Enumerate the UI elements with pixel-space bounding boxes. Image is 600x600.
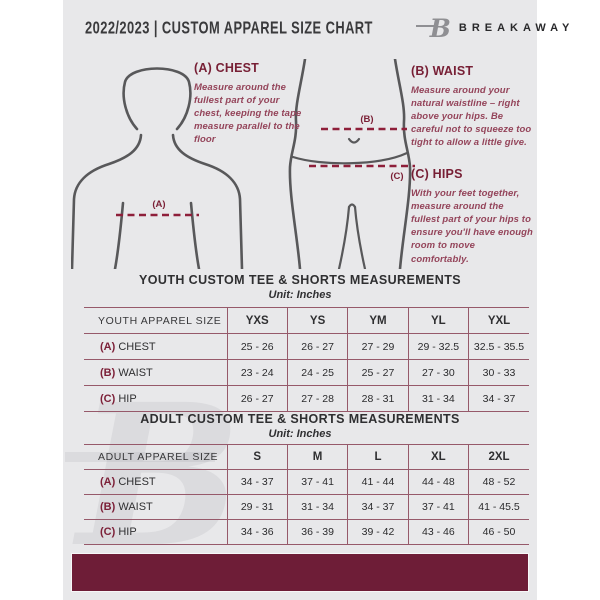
waist-instructions: (B) WAIST Measure around your natural wa… (411, 64, 533, 150)
hips-figure-label: (C) (390, 171, 403, 182)
adult-size-m: M (286, 444, 348, 470)
youth-size-yl: YL (407, 307, 469, 334)
adult-size-header: ADULT APPAREL SIZE (84, 444, 227, 470)
youth-hip-row: (C) HIP 26 - 27 27 - 28 28 - 31 31 - 34 … (84, 385, 529, 412)
adult-size-table: ADULT APPAREL SIZE S M L XL 2XL (A) CHES… (84, 444, 529, 545)
hips-instructions: (C) HIPS With your feet together, measur… (411, 167, 535, 266)
hip-label-text: HIP (118, 392, 137, 405)
waist-prefix: (B) (100, 366, 116, 379)
youth-hip-yxs: 26 - 27 (226, 385, 288, 412)
page-title: 2022/2023 | CUSTOM APPAREL SIZE CHART (85, 18, 373, 38)
chest-instructions: (A) CHEST Measure around the fullest par… (194, 61, 308, 147)
brand-name: BREAKAWAY (458, 22, 575, 34)
chest-body-text: Measure around the fullest part of your … (194, 82, 302, 146)
youth-waist-ym: 25 - 27 (347, 359, 409, 386)
youth-chest-yxl: 32.5 - 35.5 (468, 333, 529, 360)
adult-waist-2xl: 41 - 45.5 (468, 494, 529, 520)
youth-waist-ys: 24 - 25 (286, 359, 348, 386)
youth-chest-label: (A) CHEST (84, 333, 227, 360)
youth-chest-row: (A) CHEST 25 - 26 26 - 27 27 - 29 29 - 3… (84, 333, 529, 360)
youth-hip-ys: 27 - 28 (286, 385, 348, 412)
adult-waist-m: 31 - 34 (286, 494, 348, 520)
youth-waist-yxl: 30 - 33 (468, 359, 529, 386)
waist-label-text: WAIST (118, 501, 153, 513)
chest-figure-label: (A) (152, 199, 165, 210)
adult-chest-s: 34 - 37 (226, 469, 288, 495)
adult-chest-row: (A) CHEST 34 - 37 37 - 41 41 - 44 44 - 4… (84, 469, 529, 495)
hip-prefix: (C) (100, 526, 116, 538)
youth-chest-ym: 27 - 29 (347, 333, 409, 360)
youth-section-title: YOUTH CUSTOM TEE & SHORTS MEASUREMENTS (139, 273, 461, 287)
adult-size-l: L (347, 444, 409, 470)
youth-waist-yl: 27 - 30 (407, 359, 469, 386)
adult-size-2xl: 2XL (468, 444, 529, 470)
brand-lockup: B BREAKAWAY (415, 16, 575, 41)
adult-waist-xl: 37 - 41 (407, 494, 469, 520)
chest-label-text: CHEST (118, 340, 156, 353)
youth-chest-yxs: 25 - 26 (226, 333, 288, 360)
youth-unit-label: Unit: Inches (268, 289, 332, 301)
youth-size-ys: YS (286, 307, 348, 334)
waist-label-text: WAIST (118, 366, 153, 379)
waist-heading: (B) WAIST (411, 64, 474, 78)
chest-prefix: (A) (100, 340, 116, 353)
adult-waist-label: (B) WAIST (84, 494, 227, 520)
youth-waist-yxs: 23 - 24 (226, 359, 288, 386)
youth-size-table: YOUTH APPAREL SIZE YXS YS YM YL YXL (A) … (84, 307, 529, 412)
youth-size-yxs: YXS (226, 307, 288, 334)
youth-chest-ys: 26 - 27 (286, 333, 348, 360)
youth-size-header: YOUTH APPAREL SIZE (84, 307, 227, 334)
adult-hip-xl: 43 - 46 (407, 519, 469, 545)
adult-hip-m: 36 - 39 (286, 519, 348, 545)
adult-section-title: ADULT CUSTOM TEE & SHORTS MEASUREMENTS (140, 412, 460, 426)
adult-hip-l: 39 - 42 (347, 519, 409, 545)
adult-chest-l: 41 - 44 (347, 469, 409, 495)
lower-body-figure-illustration: (B) (C) (288, 59, 415, 269)
adult-chest-2xl: 48 - 52 (468, 469, 529, 495)
measurement-diagram-section: (A) (B) (C) (A) CHEST Measure around the… (63, 55, 537, 271)
adult-size-s: S (226, 444, 288, 470)
adult-waist-l: 34 - 37 (347, 494, 409, 520)
hip-prefix: (C) (100, 392, 116, 405)
adult-size-xl: XL (407, 444, 469, 470)
waist-figure-label: (B) (360, 114, 373, 125)
adult-hip-2xl: 46 - 50 (468, 519, 529, 545)
adult-unit-label: Unit: Inches (268, 428, 332, 440)
chest-heading: (A) CHEST (194, 61, 259, 75)
adult-chest-m: 37 - 41 (286, 469, 348, 495)
youth-size-ym: YM (347, 307, 409, 334)
adult-chest-xl: 44 - 48 (407, 469, 469, 495)
adult-hip-label: (C) HIP (84, 519, 227, 545)
footer-bar (71, 553, 529, 592)
hips-heading: (C) HIPS (411, 167, 463, 181)
adult-waist-row: (B) WAIST 29 - 31 31 - 34 34 - 37 37 - 4… (84, 494, 529, 520)
youth-waist-row: (B) WAIST 23 - 24 24 - 25 25 - 27 27 - 3… (84, 359, 529, 386)
size-chart-page: 2022/2023 | CUSTOM APPAREL SIZE CHART B … (63, 0, 569, 600)
youth-hip-yl: 31 - 34 (407, 385, 469, 412)
waist-prefix: (B) (100, 501, 116, 513)
youth-chest-yl: 29 - 32.5 (407, 333, 469, 360)
youth-header-row: YOUTH APPAREL SIZE YXS YS YM YL YXL (84, 307, 529, 334)
adult-waist-s: 29 - 31 (226, 494, 288, 520)
youth-hip-label: (C) HIP (84, 385, 227, 412)
hip-label-text: HIP (118, 526, 137, 538)
torso-figure-illustration: (A) (71, 67, 244, 269)
adult-header-row: ADULT APPAREL SIZE S M L XL 2XL (84, 444, 529, 470)
chest-label-text: CHEST (118, 476, 156, 488)
youth-size-yxl: YXL (468, 307, 529, 334)
adult-hip-row: (C) HIP 34 - 36 36 - 39 39 - 42 43 - 46 … (84, 519, 529, 545)
adult-chest-label: (A) CHEST (84, 469, 227, 495)
youth-waist-label: (B) WAIST (84, 359, 227, 386)
chest-prefix: (A) (100, 476, 116, 488)
adult-hip-s: 34 - 36 (226, 519, 288, 545)
page-header: 2022/2023 | CUSTOM APPAREL SIZE CHART B … (63, 0, 569, 56)
breakaway-logo-icon: B (415, 16, 451, 41)
hips-body-text: With your feet together, measure around … (411, 188, 533, 265)
youth-hip-ym: 28 - 31 (347, 385, 409, 412)
waist-body-text: Measure around your natural waistline – … (411, 85, 532, 149)
youth-hip-yxl: 34 - 37 (468, 385, 529, 412)
